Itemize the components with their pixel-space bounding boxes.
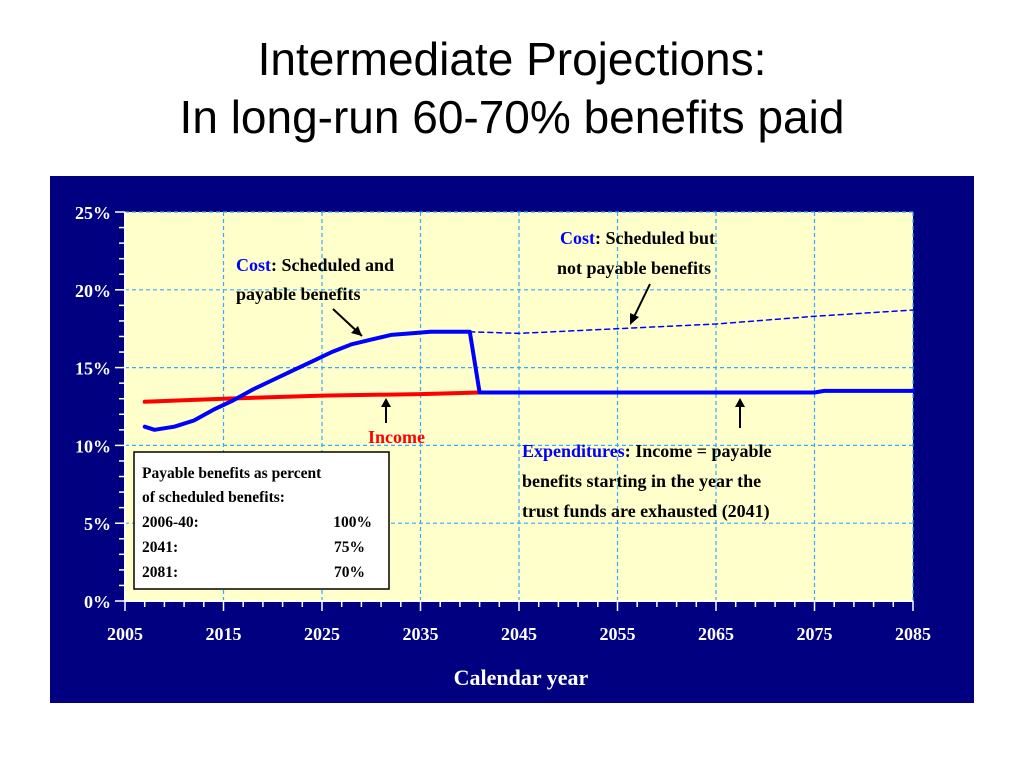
expenditures-annotation-line3: trust funds are exhausted (2041) [522,501,770,522]
expenditures-annotation-line2: benefits starting in the year the [522,471,761,491]
table-row-period: 2006-40: [142,514,199,531]
title-line-1: Intermediate Projections: [257,33,767,85]
cost-not-payable-annotation: Cost: Scheduled but [560,228,715,248]
x-tick-label: 2045 [501,624,537,644]
x-axis-label: Calendar year [454,665,589,690]
table-row-value: 100% [333,514,372,531]
cost-payable-annotation-line2: payable benefits [236,284,361,304]
title-line-2: In long-run 60-70% benefits paid [179,91,845,143]
table-box [133,451,390,590]
x-tick-label: 2065 [698,624,734,644]
x-tick-label: 2085 [895,624,931,644]
axes: 0% 5% 10% 15% 20% 25% 2005 2015 2025 2035 2045 2055… [75,203,931,644]
cost-not-payable-lead: Cost [560,228,595,248]
cost-not-payable-annotation-line2: not payable benefits [557,258,711,278]
x-tick-label: 2035 [403,624,439,644]
table-row-period: 2081: [142,564,178,581]
table-row-period: 2041: [142,539,178,556]
y-tick-label: 0% [84,592,111,612]
payable-benefits-table: Payable benefits as percent of scheduled… [133,451,390,590]
x-tick-label: 2025 [304,624,340,644]
chart-frame: 0% 5% 10% 15% 20% 25% 2005 2015 2025 2035 2045 2055… [50,176,974,703]
cost-payable-rest: : Scheduled and [271,255,394,275]
expenditures-arrowhead [735,398,745,407]
cost-not-payable-arrow [632,283,651,320]
cost-not-payable-arrowhead [630,313,639,325]
expenditures-rest: : Income = payable [625,441,772,461]
y-tick-label: 15% [75,359,111,379]
cost-unpayable-line [469,309,914,335]
cost-payable-annotation: Cost: Scheduled and [236,255,394,275]
cost-payable-lead: Cost [236,255,271,275]
cost-not-payable-rest: : Scheduled but [595,228,715,248]
expenditures-lead: Expenditures [522,441,625,461]
y-tick-label: 10% [75,436,111,456]
expenditures-annotation: Expenditures: Income = payable [522,441,771,461]
table-row-value: 70% [334,564,365,581]
slide-title: Intermediate Projections: In long-run 60… [0,30,1024,146]
table-heading-line2: of scheduled benefits: [142,489,285,506]
cost-line [142,329,915,432]
x-tick-label: 2015 [206,624,242,644]
chart: 0% 5% 10% 15% 20% 25% 2005 2015 2025 2035 2045 2055… [75,203,931,690]
income-arrowhead [381,398,391,407]
x-tick-label: 2055 [600,624,636,644]
y-tick-label: 20% [75,281,111,301]
x-tick-label: 2075 [797,624,833,644]
y-tick-label: 5% [84,514,111,534]
series [142,309,915,432]
table-heading-line1: Payable benefits as percent [142,465,322,482]
income-label: Income [368,427,425,447]
income-line [142,390,482,404]
table-row-value: 75% [334,539,365,556]
x-tick-label: 2005 [107,624,143,644]
cost-payable-arrowhead [351,326,362,336]
y-tick-label: 25% [75,203,111,223]
